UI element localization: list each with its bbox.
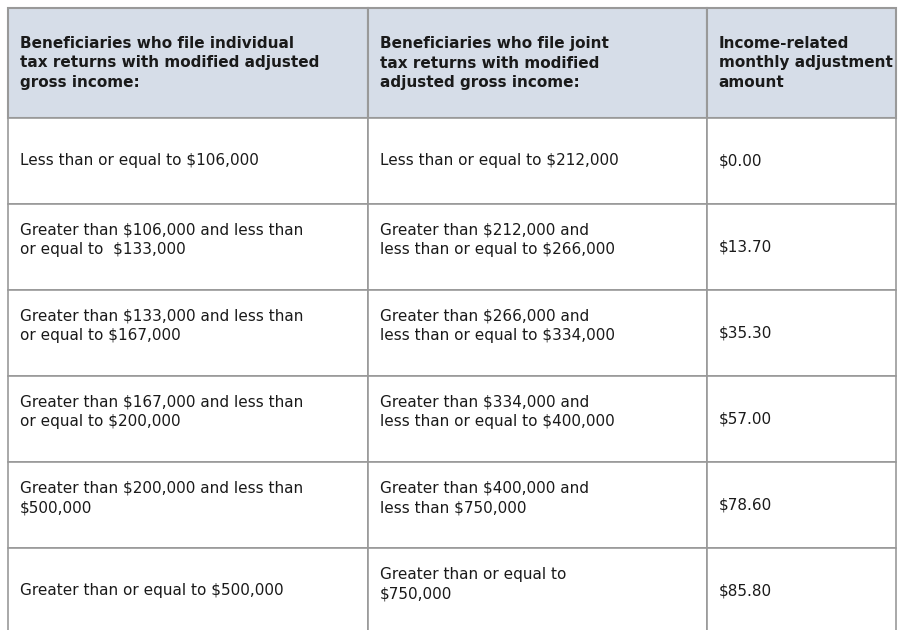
Text: Greater than $212,000 and
less than or equal to $266,000: Greater than $212,000 and less than or e… xyxy=(379,223,614,258)
Text: $0.00: $0.00 xyxy=(718,154,761,168)
Bar xyxy=(368,204,706,290)
Bar xyxy=(8,8,368,118)
Text: Greater than $133,000 and less than
or equal to $167,000: Greater than $133,000 and less than or e… xyxy=(20,309,303,343)
Bar xyxy=(706,376,895,462)
Text: $35.30: $35.30 xyxy=(718,326,771,340)
Bar xyxy=(368,290,706,376)
Text: Greater than $200,000 and less than
$500,000: Greater than $200,000 and less than $500… xyxy=(20,481,303,515)
Bar xyxy=(368,8,706,118)
Text: Less than or equal to $212,000: Less than or equal to $212,000 xyxy=(379,154,618,168)
Text: Greater than $266,000 and
less than or equal to $334,000: Greater than $266,000 and less than or e… xyxy=(379,309,614,343)
Bar xyxy=(706,548,895,630)
Text: Beneficiaries who file joint
tax returns with modified
adjusted gross income:: Beneficiaries who file joint tax returns… xyxy=(379,36,608,90)
Text: $57.00: $57.00 xyxy=(718,411,771,427)
Bar xyxy=(8,204,368,290)
Text: Greater than $167,000 and less than
or equal to $200,000: Greater than $167,000 and less than or e… xyxy=(20,395,303,430)
Bar xyxy=(8,290,368,376)
Text: Beneficiaries who file individual
tax returns with modified adjusted
gross incom: Beneficiaries who file individual tax re… xyxy=(20,36,319,90)
Text: Less than or equal to $106,000: Less than or equal to $106,000 xyxy=(20,154,258,168)
Bar xyxy=(8,118,368,204)
Bar xyxy=(368,548,706,630)
Bar xyxy=(8,462,368,548)
Bar xyxy=(8,548,368,630)
Bar xyxy=(368,376,706,462)
Bar xyxy=(368,462,706,548)
Text: Income-related
monthly adjustment
amount: Income-related monthly adjustment amount xyxy=(718,36,892,90)
Text: $78.60: $78.60 xyxy=(718,498,771,512)
Text: Greater than or equal to $500,000: Greater than or equal to $500,000 xyxy=(20,583,284,598)
Text: Greater than $400,000 and
less than $750,000: Greater than $400,000 and less than $750… xyxy=(379,481,588,515)
Text: Greater than $106,000 and less than
or equal to  $133,000: Greater than $106,000 and less than or e… xyxy=(20,223,303,258)
Text: $13.70: $13.70 xyxy=(718,239,771,255)
Bar xyxy=(706,204,895,290)
Text: Greater than or equal to
$750,000: Greater than or equal to $750,000 xyxy=(379,567,565,602)
Text: Greater than $334,000 and
less than or equal to $400,000: Greater than $334,000 and less than or e… xyxy=(379,395,614,430)
Text: $85.80: $85.80 xyxy=(718,583,771,598)
Bar xyxy=(706,462,895,548)
Bar xyxy=(706,8,895,118)
Bar xyxy=(706,290,895,376)
Bar xyxy=(8,376,368,462)
Bar xyxy=(706,118,895,204)
Bar xyxy=(368,118,706,204)
